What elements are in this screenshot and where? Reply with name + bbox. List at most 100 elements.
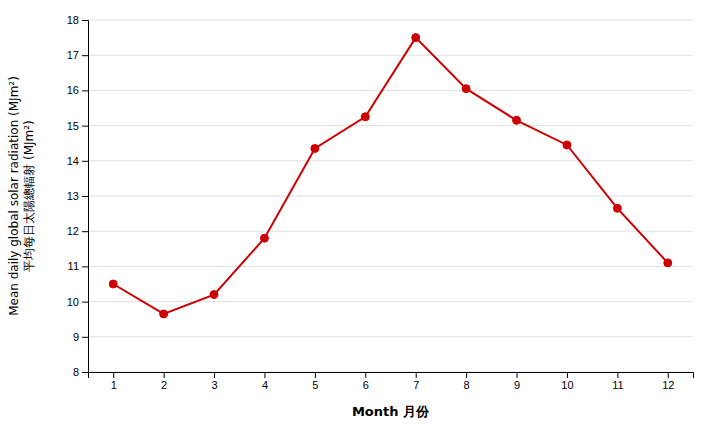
x-tick-mark	[567, 372, 568, 378]
x-tick-label: 4	[262, 379, 268, 391]
x-axis-line	[89, 373, 694, 379]
x-tick-mark	[113, 372, 114, 378]
y-tick-mark	[82, 302, 88, 303]
y-tick-mark	[82, 266, 88, 267]
marker	[513, 116, 521, 124]
x-tick-mark	[164, 372, 165, 378]
y-tick: 9	[73, 331, 88, 343]
y-axis-title-line: Mean daily global solar radiation (MJm²)	[7, 76, 21, 316]
y-tick: 15	[67, 120, 88, 132]
x-tick-mark	[264, 372, 265, 378]
y-axis-line	[82, 21, 89, 373]
y-tick-label: 16	[67, 84, 79, 96]
grid-line	[88, 55, 693, 56]
y-tick-label: 17	[67, 49, 79, 61]
x-tick: 5	[312, 372, 318, 391]
x-tick-label: 10	[561, 379, 573, 391]
y-tick: 17	[67, 49, 88, 61]
grid-line	[88, 90, 693, 91]
x-tick-label: 5	[312, 379, 318, 391]
y-tick: 18	[67, 14, 88, 26]
marker	[311, 144, 319, 152]
grid-line	[88, 301, 693, 302]
x-tick-mark	[315, 372, 316, 378]
x-tick: 11	[612, 372, 623, 391]
y-tick-label: 18	[67, 14, 79, 26]
line	[113, 38, 668, 314]
x-tick-label: 2	[161, 379, 167, 391]
x-tick-label: 6	[363, 379, 369, 391]
grid-line	[88, 231, 693, 232]
x-tick: 1	[111, 372, 117, 391]
x-tick-mark	[668, 372, 669, 378]
x-tick: 2	[161, 372, 167, 391]
x-tick-label: 9	[514, 379, 520, 391]
x-tick-label: 8	[464, 379, 470, 391]
grid-line	[88, 196, 693, 197]
y-tick-mark	[82, 161, 88, 162]
y-tick-mark	[82, 372, 88, 373]
x-tick: 6	[363, 372, 369, 391]
grid-line	[88, 20, 693, 21]
y-tick-label: 11	[68, 260, 79, 272]
x-tick-mark	[214, 372, 215, 378]
y-tick-label: 15	[67, 120, 79, 132]
y-axis-title-line: 平均每日太陽總輻射 (MJm²)	[22, 120, 36, 272]
x-tick-mark	[466, 372, 467, 378]
marker	[361, 113, 369, 121]
marker	[160, 310, 168, 318]
y-tick-label: 14	[67, 155, 79, 167]
x-tick-label: 7	[413, 379, 419, 391]
x-tick-mark	[416, 372, 417, 378]
y-tick-mark	[82, 90, 88, 91]
x-tick: 3	[211, 372, 217, 391]
marker	[412, 34, 420, 42]
x-tick: 7	[413, 372, 419, 391]
y-tick: 16	[67, 84, 88, 96]
y-tick: 12	[67, 225, 88, 237]
marker	[613, 204, 621, 212]
y-tick-mark	[82, 337, 88, 338]
x-tick: 10	[561, 372, 573, 391]
grid-line	[88, 160, 693, 161]
y-tick-label: 13	[67, 190, 79, 202]
y-tick: 13	[67, 190, 88, 202]
y-tick: 10	[67, 296, 88, 308]
x-tick-mark	[517, 372, 518, 378]
marker	[664, 259, 672, 267]
x-axis: 123456789101112	[89, 372, 694, 391]
marker	[210, 291, 218, 299]
y-tick-label: 10	[67, 296, 79, 308]
x-tick-label: 12	[662, 379, 674, 391]
y-axis-title: Mean daily global solar radiation (MJm²)…	[7, 76, 36, 316]
marker	[462, 85, 470, 93]
y-tick-mark	[82, 55, 88, 56]
y-tick-mark	[82, 126, 88, 127]
x-tick: 12	[662, 372, 674, 391]
grid-line	[88, 125, 693, 126]
y-tick-label: 12	[67, 225, 79, 237]
marks	[109, 34, 672, 318]
x-tick-mark	[365, 372, 366, 378]
y-axis: 8 9 10 11 12 13 14 15 16 17 18	[67, 14, 89, 378]
grid-line	[88, 266, 693, 267]
y-tick-mark	[82, 231, 88, 232]
y-tick-mark	[82, 196, 88, 197]
x-tick: 9	[514, 372, 520, 391]
x-tick-label: 3	[211, 379, 217, 391]
y-tick-label: 9	[73, 331, 79, 343]
marker	[260, 234, 268, 242]
x-tick-label: 1	[111, 379, 117, 391]
y-tick: 11	[68, 260, 88, 272]
grid-line	[88, 336, 693, 337]
y-tick-label: 8	[73, 366, 79, 378]
x-tick-mark	[617, 372, 618, 378]
y-tick-mark	[82, 20, 88, 21]
x-tick: 4	[262, 372, 268, 391]
x-tick-label: 11	[612, 379, 623, 391]
marker	[563, 141, 571, 149]
x-tick: 8	[464, 372, 470, 391]
x-axis-title: Month 月份	[352, 404, 430, 419]
chart: 12345678910111289101112131415161718Month…	[0, 0, 717, 430]
marker	[109, 280, 117, 288]
